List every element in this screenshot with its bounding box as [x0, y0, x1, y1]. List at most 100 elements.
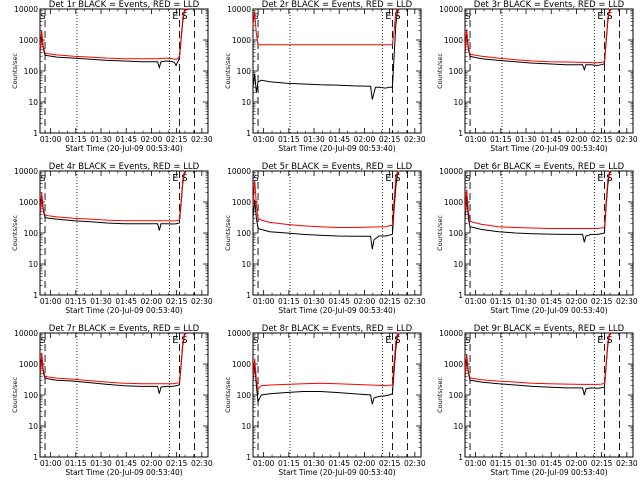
series-line-events [39, 333, 187, 394]
x-tick-label: 02:30 [616, 459, 638, 468]
x-tick-label: 02:00 [354, 459, 376, 468]
x-tick-label: 02:15 [591, 135, 613, 144]
series-line-lld [464, 170, 612, 229]
panel-title-detector: Det 9r [474, 324, 501, 334]
start-marker-label-left: S [40, 12, 45, 21]
y-tick-label: 100 [237, 67, 252, 76]
y-tick-label: 10000 [439, 329, 463, 338]
x-tick-label: 01:30 [515, 459, 537, 468]
panel-title: Det 2r BLACK = Events, RED = LLD [262, 0, 413, 10]
y-tick-label: 1 [458, 129, 463, 138]
y-tick-label: 1 [33, 291, 38, 300]
x-tick-label: 01:30 [303, 297, 325, 306]
plot-frame [39, 8, 209, 134]
y-axis-label: Counts/sec [11, 215, 19, 251]
start-marker-label: S [606, 335, 612, 346]
y-tick-label: 10000 [14, 167, 38, 176]
y-tick-label: 10 [28, 422, 38, 431]
series-line-lld [252, 8, 400, 46]
x-tick-label: 02:15 [166, 459, 188, 468]
y-tick-label: 10 [453, 98, 463, 107]
x-tick-label: 02:30 [616, 135, 638, 144]
end-marker-label: E [385, 173, 391, 184]
y-axis-label: Counts/sec [224, 215, 232, 251]
start-marker-label-left: S [465, 336, 470, 345]
panel-title: Det 8r BLACK = Events, RED = LLD [262, 324, 413, 334]
panel-title: Det 6r BLACK = Events, RED = LLD [474, 162, 625, 172]
y-axis-label: Counts/sec [436, 215, 444, 251]
x-tick-label: 01:45 [115, 297, 137, 306]
x-tick-label: 01:15 [65, 297, 87, 306]
y-axis-label: Counts/sec [224, 377, 232, 413]
panel-title: Det 7r BLACK = Events, RED = LLD [49, 324, 200, 334]
start-marker-label: S [606, 173, 612, 184]
x-tick-label: 02:00 [354, 297, 376, 306]
y-tick-label: 10000 [227, 5, 251, 14]
x-tick-label: 01:00 [465, 135, 487, 144]
x-tick-label: 01:30 [90, 135, 112, 144]
start-marker-label: S [394, 11, 400, 22]
x-tick-label: 01:30 [90, 459, 112, 468]
panel-title: Det 5r BLACK = Events, RED = LLD [262, 162, 413, 172]
x-tick-label: 01:45 [115, 459, 137, 468]
x-tick-label: 02:30 [191, 135, 213, 144]
x-axis-label: Start Time (20-Jul-09 00:53:40) [65, 144, 182, 153]
y-tick-label: 100 [449, 229, 464, 238]
y-tick-label: 1000 [19, 36, 38, 45]
y-tick-label: 1 [246, 129, 251, 138]
start-marker-label: S [181, 335, 187, 346]
x-tick-label: 01:45 [115, 135, 137, 144]
x-tick-label: 02:15 [166, 135, 188, 144]
x-tick-label: 02:30 [191, 459, 213, 468]
end-marker-label: E [597, 335, 603, 346]
y-tick-label: 10000 [14, 5, 38, 14]
x-axis-label: Start Time (20-Jul-09 00:53:40) [278, 468, 395, 477]
x-tick-label: 01:00 [465, 459, 487, 468]
chart-panel-6: Det 6r BLACK = Events, RED = LLD 1 10 100 10… [436, 162, 638, 315]
panel-title-legend: BLACK = Events, RED = LLD [76, 162, 200, 172]
panel-title-detector: Det 6r [474, 162, 501, 172]
series-line-events [464, 9, 612, 72]
x-tick-label: 02:30 [404, 135, 426, 144]
x-axis-label: Start Time (20-Jul-09 00:53:40) [65, 306, 182, 315]
panel-title-detector: Det 4r [49, 162, 76, 172]
x-tick-label: 02:00 [566, 297, 588, 306]
x-axis-label: Start Time (20-Jul-09 00:53:40) [278, 144, 395, 153]
y-tick-label: 100 [449, 391, 464, 400]
x-tick-label: 02:00 [566, 135, 588, 144]
x-tick-label: 02:00 [141, 297, 163, 306]
x-axis-label: Start Time (20-Jul-09 00:53:40) [490, 468, 607, 477]
x-tick-label: 01:30 [303, 459, 325, 468]
x-tick-label: 01:00 [40, 297, 62, 306]
x-tick-label: 01:30 [303, 135, 325, 144]
y-tick-label: 100 [237, 229, 252, 238]
series-line-lld [252, 170, 400, 228]
y-tick-label: 1000 [19, 198, 38, 207]
y-tick-label: 1000 [19, 360, 38, 369]
chart-panel-1: Det 1r BLACK = Events, RED = LLD 1 10 100 10… [11, 0, 213, 153]
x-tick-label: 01:30 [515, 135, 537, 144]
panel-title-legend: BLACK = Events, RED = LLD [76, 0, 200, 10]
chart-panel-2: Det 2r BLACK = Events, RED = LLD 1 10 100 10… [224, 0, 426, 153]
x-tick-label: 02:15 [379, 459, 401, 468]
x-tick-label: 02:00 [141, 459, 163, 468]
end-marker-label: E [172, 173, 178, 184]
x-tick-label: 01:45 [328, 297, 350, 306]
end-marker-label: E [385, 335, 391, 346]
y-tick-label: 100 [237, 391, 252, 400]
series-line-lld [39, 170, 187, 222]
panel-title-detector: Det 7r [49, 324, 76, 334]
start-marker-label: S [181, 11, 187, 22]
end-marker-label: E [385, 11, 391, 22]
y-tick-label: 10 [453, 422, 463, 431]
x-tick-label: 01:15 [278, 135, 300, 144]
x-tick-label: 02:30 [191, 297, 213, 306]
series-line-lld [464, 8, 612, 64]
panel-title-legend: BLACK = Events, RED = LLD [289, 324, 413, 334]
y-tick-label: 100 [24, 229, 39, 238]
y-tick-label: 10000 [439, 167, 463, 176]
y-tick-label: 10000 [227, 167, 251, 176]
y-tick-label: 10000 [14, 329, 38, 338]
y-tick-label: 100 [449, 67, 464, 76]
